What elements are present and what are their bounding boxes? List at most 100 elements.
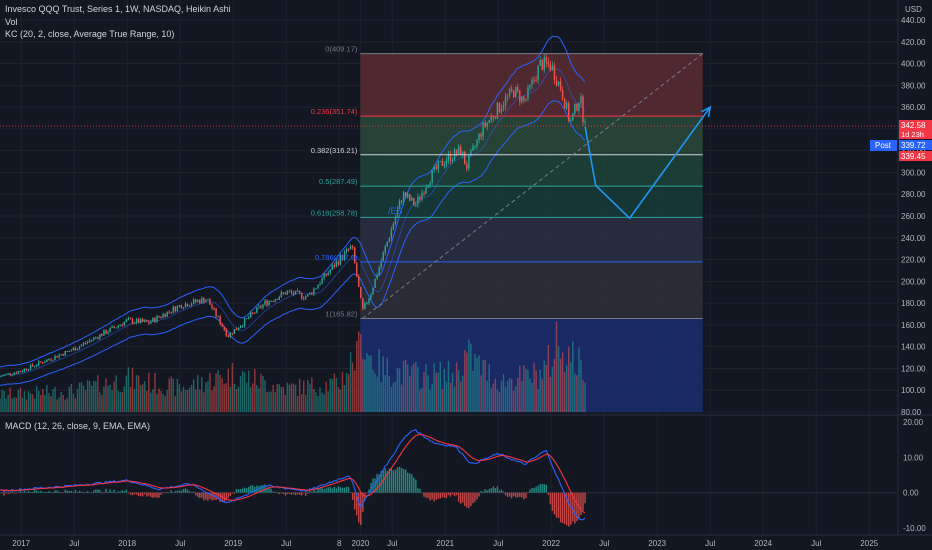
macd-histogram-bar: [545, 484, 548, 493]
candle-body: [290, 291, 293, 293]
candle-body: [215, 308, 217, 317]
volume-bar: [494, 378, 497, 412]
macd-histogram-bar: [150, 492, 152, 498]
candle-body: [364, 303, 366, 310]
drawings[interactable]: /ES: [362, 53, 712, 319]
macd-histogram-bar: [494, 487, 497, 493]
volume-bar: [339, 389, 342, 412]
macd-histogram-bar: [17, 492, 20, 493]
macd-histogram-bar: [517, 492, 519, 498]
volume-bar: [50, 396, 52, 412]
candle-body: [443, 164, 446, 166]
macd-histogram-bar: [453, 492, 456, 497]
candle-body: [572, 113, 574, 121]
macd-pane: [0, 429, 898, 527]
candle-body: [329, 269, 331, 273]
candle-body: [203, 298, 205, 303]
candle-body: [374, 278, 376, 288]
macd-indicator-label[interactable]: MACD (12, 26, close, 9, EMA, EMA): [5, 421, 151, 431]
macd-histogram-bar: [490, 488, 492, 493]
macd-histogram-bar: [99, 490, 101, 493]
candle-body: [459, 147, 462, 156]
post-price-badge: [899, 140, 932, 150]
volume-bar: [35, 385, 38, 412]
symbol-title[interactable]: Invesco QQQ Trust, Series 1, 1W, NASDAQ,…: [5, 4, 231, 14]
volume-bar: [221, 378, 223, 412]
macd-histogram-bar: [170, 490, 172, 493]
macd-histogram-bar: [229, 492, 232, 497]
macd-histogram-bar: [362, 492, 364, 512]
macd-histogram-bar: [292, 492, 295, 495]
candle-body: [78, 346, 81, 349]
volume-bar: [292, 383, 295, 412]
candle-body: [56, 355, 58, 358]
macd-histogram-bar: [576, 492, 578, 522]
volume-bar: [356, 340, 358, 412]
volume-bar: [280, 386, 283, 412]
volume-bar: [388, 376, 391, 412]
volume-bar: [288, 384, 291, 412]
volume-bar: [570, 362, 572, 412]
candle-body: [23, 368, 26, 372]
candle-body: [331, 265, 333, 270]
candle-body: [97, 337, 99, 339]
candle-body: [13, 372, 15, 375]
macd-histogram-bar: [435, 492, 437, 500]
volume-bar: [252, 383, 254, 412]
macd-histogram-bar: [347, 487, 350, 493]
post-tag: [870, 140, 897, 151]
candle-body: [360, 286, 362, 298]
macd-histogram-bar: [421, 492, 423, 494]
volume-bar: [260, 373, 262, 412]
candle-body: [247, 317, 250, 319]
signal-line: [0, 433, 586, 514]
volume-bar: [300, 394, 303, 412]
volume-bar: [443, 368, 446, 412]
volume-bar: [478, 355, 480, 412]
volume-bar: [93, 380, 95, 412]
macd-histogram-bar: [296, 492, 299, 495]
candle-body: [298, 291, 301, 293]
candle-body: [537, 65, 539, 81]
macd-histogram-bar: [288, 492, 291, 494]
volume-bar: [327, 391, 329, 412]
macd-histogram-bar: [512, 492, 515, 497]
macd-histogram-bar: [88, 492, 91, 494]
candle-body: [578, 103, 580, 111]
kc-indicator-label[interactable]: KC (20, 2, close, Average True Range, 10…: [5, 29, 175, 39]
macd-histogram-bar: [237, 489, 240, 493]
candle-body: [182, 307, 185, 309]
macd-histogram-bar: [54, 490, 56, 493]
candle-body: [154, 317, 156, 322]
volume-bar: [459, 381, 462, 412]
volume-bar: [33, 398, 36, 412]
macd-histogram-bar: [510, 492, 513, 499]
volume-indicator-label[interactable]: Vol: [5, 17, 18, 27]
time-tick-label: Jul: [281, 539, 291, 548]
volume-bar: [31, 394, 34, 412]
macd-histogram-bar: [472, 492, 474, 504]
candle-body: [447, 153, 450, 161]
macd-histogram-bar: [215, 492, 217, 501]
macd-histogram-bar: [413, 477, 415, 493]
volume-bar: [201, 377, 203, 412]
fib-lines: 0(409.17) 0.236(351.74) 0.382(316.21) 0.5(2…: [0, 45, 898, 320]
volume-bar: [178, 384, 181, 412]
volume-bar: [462, 375, 464, 412]
volume-bar: [262, 375, 264, 412]
volume-bar: [166, 389, 168, 412]
volume-bar: [303, 380, 305, 412]
candle-body: [239, 326, 242, 329]
volume-bar: [95, 381, 97, 412]
macd-histogram-bar: [339, 487, 342, 493]
candle-body: [368, 298, 370, 304]
macd-histogram-bar: [105, 488, 107, 493]
volume-bar: [231, 363, 234, 412]
volume-bar: [180, 391, 183, 412]
volume-bar: [194, 389, 197, 412]
macd-histogram-bar: [390, 468, 393, 493]
volume-bar: [553, 358, 556, 412]
candle-body: [325, 273, 327, 276]
volume-bar: [215, 373, 217, 412]
